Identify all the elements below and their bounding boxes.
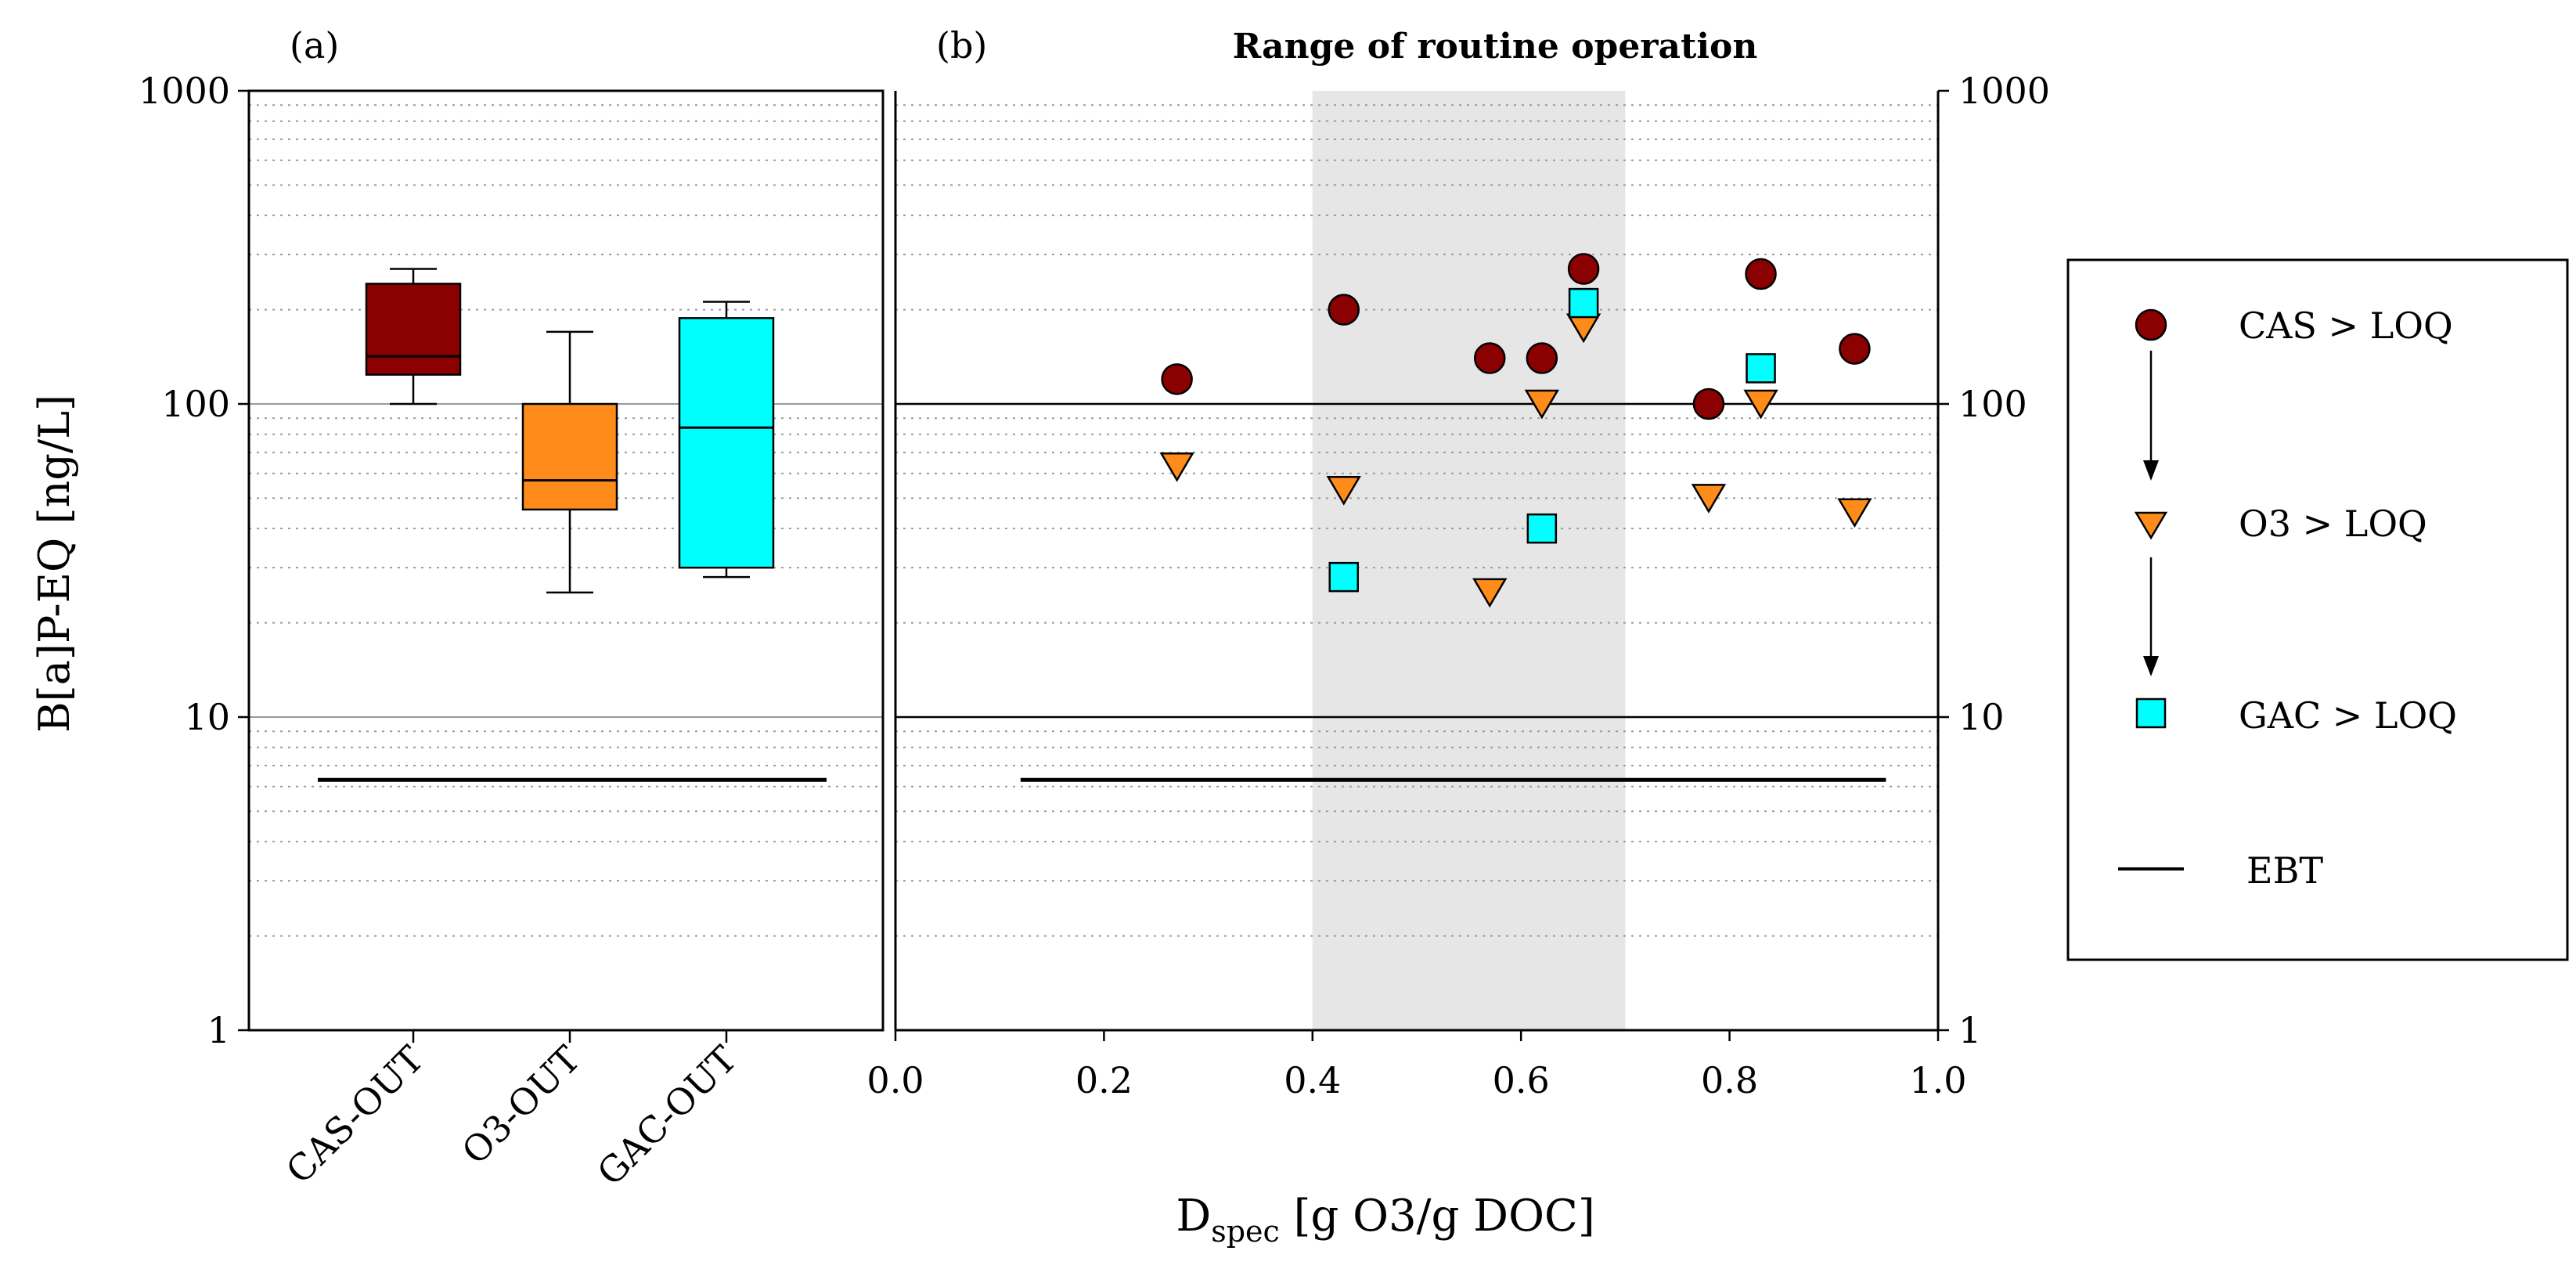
o3-point bbox=[1326, 476, 1361, 506]
panel-a-gridlines bbox=[249, 104, 883, 937]
cas-point bbox=[1692, 387, 1725, 420]
panel-b-routine-range-band bbox=[1312, 91, 1626, 1030]
o3-point bbox=[1524, 389, 1560, 420]
boxplot-box bbox=[521, 402, 618, 511]
cas-point bbox=[1567, 253, 1600, 285]
gac-point bbox=[1746, 353, 1776, 384]
gac-point bbox=[1526, 513, 1558, 544]
cas-point bbox=[1161, 363, 1193, 395]
legend-o3-label: O3 > LOQ bbox=[2239, 503, 2427, 545]
legend-arrowhead-1 bbox=[2143, 460, 2159, 481]
panel-b-data-points bbox=[1159, 253, 1872, 608]
panel-a-category-label: O3-OUT bbox=[453, 1037, 589, 1173]
legend-ebt-label: EBT bbox=[2246, 849, 2323, 892]
panel-a-y-tick-label: 1 bbox=[207, 1009, 230, 1051]
panel-b-x-tick-label: 0.2 bbox=[1075, 1059, 1133, 1101]
series-o3 bbox=[1159, 313, 1872, 608]
panel-b-x-tick-label: 0.6 bbox=[1493, 1059, 1550, 1101]
legend-gac-marker bbox=[2135, 697, 2167, 729]
panel-a-y-tick-label: 1000 bbox=[139, 70, 230, 112]
panel-b-label: (b) bbox=[936, 24, 987, 67]
y-axis-label: B[a]P-EQ [ng/L] bbox=[30, 395, 79, 733]
panel-a-frame bbox=[247, 89, 884, 1032]
panel-b-y-tick-label: 1000 bbox=[1958, 70, 2050, 112]
o3-point bbox=[1691, 484, 1727, 514]
boxplot-box bbox=[365, 283, 462, 376]
axis-ticks: 1 10 100 1000 1 10 100 1000 0.0 0.2 0.4 0.6 0.8 1.0 bbox=[139, 70, 2050, 1101]
panel-b-gridlines bbox=[895, 104, 1938, 937]
panel-b-y-tick-label: 100 bbox=[1958, 383, 2027, 425]
panel-b-y-tick-label: 1 bbox=[1958, 1009, 1981, 1051]
panel-a-category-label: CAS-OUT bbox=[278, 1037, 432, 1191]
o3-point bbox=[1743, 389, 1778, 420]
legend: CAS > LOQ O3 > LOQ GAC > LOQ EBT bbox=[2066, 258, 2569, 961]
cas-point bbox=[1839, 333, 1871, 365]
cas-point bbox=[1526, 342, 1558, 374]
panel-a-y-tick-label: 100 bbox=[161, 383, 230, 425]
cas-point bbox=[1745, 258, 1777, 290]
o3-point bbox=[1472, 578, 1508, 608]
boxplot-cas-out: CAS-OUT bbox=[278, 268, 462, 1191]
series-cas bbox=[1161, 253, 1871, 420]
panel-b-x-tick-label: 0.4 bbox=[1284, 1059, 1341, 1101]
cas-point bbox=[1473, 342, 1506, 374]
o3-point bbox=[1837, 498, 1872, 528]
routine-operation-band bbox=[1312, 91, 1626, 1030]
boxplot-o3-out: O3-OUT bbox=[453, 330, 618, 1173]
legend-gac-label: GAC > LOQ bbox=[2239, 694, 2457, 737]
legend-o3-marker bbox=[2134, 511, 2168, 540]
panel-b-y-tick-label: 10 bbox=[1958, 696, 2005, 738]
panel-a-label: (a) bbox=[290, 24, 339, 67]
legend-arrowhead-2 bbox=[2143, 656, 2159, 676]
gac-point bbox=[1328, 561, 1360, 593]
legend-cas-marker bbox=[2135, 308, 2167, 341]
panel-b-x-tick-label: 1.0 bbox=[1909, 1059, 1966, 1101]
gac-point bbox=[1568, 287, 1599, 319]
panel-b-title: Range of routine operation bbox=[1233, 27, 1758, 67]
panel-frames bbox=[247, 89, 1940, 1032]
boxplot-box bbox=[678, 317, 775, 569]
cas-point bbox=[1328, 294, 1360, 326]
panel-b-x-tick-label: 0.8 bbox=[1701, 1059, 1758, 1101]
panel-a-y-tick-label: 10 bbox=[184, 696, 230, 738]
panel-b-x-tick-label: 0.0 bbox=[866, 1059, 924, 1101]
x-axis-label: Dspec [g O3/g DOC] bbox=[1176, 1191, 1594, 1249]
series-gac bbox=[1328, 287, 1776, 593]
panel-a-category-label: GAC-OUT bbox=[589, 1037, 745, 1194]
o3-point bbox=[1159, 452, 1194, 482]
legend-cas-label: CAS > LOQ bbox=[2239, 305, 2453, 347]
